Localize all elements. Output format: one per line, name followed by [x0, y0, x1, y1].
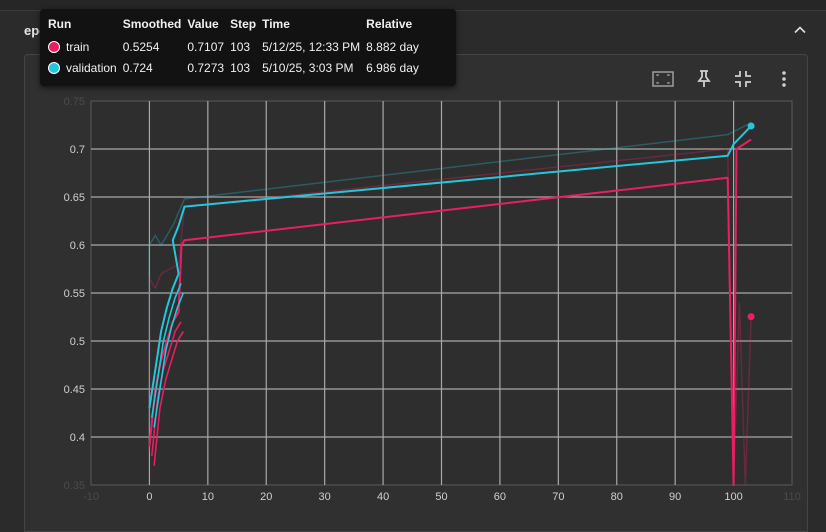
step-value: 103 [230, 61, 251, 75]
col-time: Time [262, 17, 290, 31]
col-run: Run [48, 17, 72, 31]
train-color-dot [48, 40, 60, 53]
x-tick-label: 40 [377, 491, 389, 503]
run-name: validation [66, 61, 117, 75]
x-tick-label: 0 [146, 491, 152, 503]
tooltip-table: Run Smoothed Value Step Time Relative tr… [48, 17, 425, 79]
smoothed-value: 0.724 [122, 61, 153, 75]
step-value: 103 [230, 40, 251, 54]
col-smoothed: Smoothed [122, 17, 182, 31]
x-tick-label: 110 [783, 491, 801, 503]
chevron-up-icon[interactable] [790, 20, 810, 40]
validation-smoothed-line [148, 125, 752, 409]
raw-value: 0.7107 [187, 40, 225, 54]
col-step: Step [230, 17, 257, 31]
y-tick-label: 0.55 [64, 288, 85, 300]
x-tick-label: 20 [260, 491, 272, 503]
y-tick-label: 0.75 [64, 96, 85, 108]
validation-early-line [153, 292, 185, 428]
validation-marker [747, 122, 755, 130]
x-tick-label: 30 [319, 491, 331, 503]
fit-domain-icon[interactable] [731, 67, 755, 91]
tooltip-row-validation: validation 0.724 0.7273 103 5/10/25, 3:0… [48, 58, 425, 79]
validation-raw-line [148, 122, 752, 447]
relative-value: 8.882 day [366, 40, 419, 54]
raw-value: 0.7273 [187, 61, 225, 75]
y-tick-label: 0.6 [70, 240, 85, 252]
x-tick-label: 60 [494, 491, 506, 503]
col-value: Value [187, 17, 219, 31]
pin-icon[interactable] [692, 67, 716, 91]
train-marker [747, 313, 755, 321]
validation-early-line [151, 283, 182, 418]
x-tick-label: 70 [552, 491, 564, 503]
validation-color-dot [48, 61, 60, 74]
y-tick-label: 0.35 [64, 480, 85, 492]
x-tick-label: 50 [435, 491, 447, 503]
y-tick-label: 0.7 [70, 144, 85, 156]
run-name: train [66, 40, 90, 54]
x-tick-label: 10 [202, 491, 214, 503]
y-tick-label: 0.4 [70, 432, 85, 444]
tooltip: Run Smoothed Value Step Time Relative tr… [40, 9, 456, 86]
x-tick-label: 100 [724, 491, 742, 503]
tooltip-row-train: train 0.5254 0.7107 103 5/12/25, 12:33 P… [48, 37, 425, 58]
x-tick-label: 80 [611, 491, 623, 503]
train-early-line [153, 330, 184, 466]
y-tick-label: 0.45 [64, 384, 85, 396]
relative-value: 6.986 day [366, 61, 419, 75]
smoothed-value: 0.5254 [122, 40, 160, 54]
x-tick-label: -10 [83, 491, 99, 503]
x-tick-label: 90 [669, 491, 681, 503]
time-value: 5/10/25, 3:03 PM [262, 61, 354, 75]
more-vert-icon[interactable] [772, 67, 796, 91]
time-value: 5/12/25, 12:33 PM [262, 40, 361, 54]
y-tick-label: 0.65 [64, 192, 85, 204]
y-tick-label: 0.5 [70, 336, 85, 348]
col-relative: Relative [366, 17, 413, 31]
fullscreen-icon[interactable] [651, 67, 675, 91]
